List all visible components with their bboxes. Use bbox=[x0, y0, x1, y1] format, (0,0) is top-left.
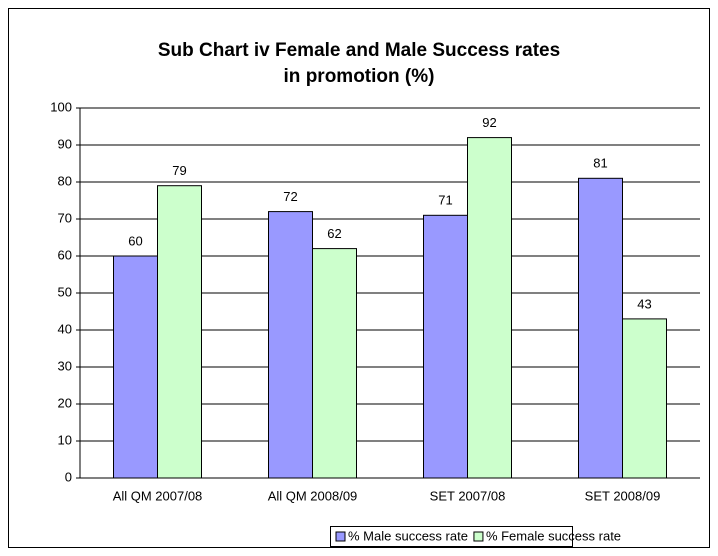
y-tick-label: 0 bbox=[65, 469, 72, 484]
bar bbox=[157, 185, 202, 479]
bar bbox=[578, 177, 623, 479]
x-tick-label: SET 2007/08 bbox=[430, 488, 506, 503]
bar bbox=[423, 214, 468, 479]
bar bbox=[312, 248, 357, 479]
value-label: 71 bbox=[438, 193, 452, 208]
y-tick-label: 50 bbox=[58, 284, 72, 299]
y-tick-label: 90 bbox=[58, 136, 72, 151]
bar bbox=[268, 211, 313, 479]
value-label: 72 bbox=[283, 189, 297, 204]
x-tick-label: All QM 2007/08 bbox=[113, 488, 203, 503]
bar bbox=[622, 318, 667, 479]
bar bbox=[467, 137, 512, 479]
value-label: 43 bbox=[637, 296, 651, 311]
y-tick-label: 40 bbox=[58, 321, 72, 336]
legend-swatch bbox=[335, 531, 346, 542]
y-tick-label: 30 bbox=[58, 358, 72, 373]
value-label: 60 bbox=[128, 233, 142, 248]
value-label: 79 bbox=[172, 163, 186, 178]
bar bbox=[113, 255, 158, 479]
value-label: 62 bbox=[327, 226, 341, 241]
value-label: 81 bbox=[593, 156, 607, 171]
y-tick-label: 80 bbox=[58, 173, 72, 188]
y-tick-label: 70 bbox=[58, 210, 72, 225]
x-tick-label: All QM 2008/09 bbox=[268, 488, 358, 503]
legend-label: % Female success rate bbox=[486, 528, 621, 543]
chart-title: Sub Chart iv Female and Male Success rat… bbox=[157, 40, 561, 87]
x-tick-label: SET 2008/09 bbox=[585, 488, 661, 503]
legend-label: % Male success rate bbox=[348, 528, 468, 543]
y-tick-label: 10 bbox=[58, 432, 72, 447]
legend-box bbox=[330, 526, 573, 547]
y-tick-label: 100 bbox=[50, 99, 72, 114]
legend-swatch bbox=[473, 531, 484, 542]
y-tick-label: 20 bbox=[58, 395, 72, 410]
y-tick-label: 60 bbox=[58, 247, 72, 262]
value-label: 92 bbox=[482, 115, 496, 130]
